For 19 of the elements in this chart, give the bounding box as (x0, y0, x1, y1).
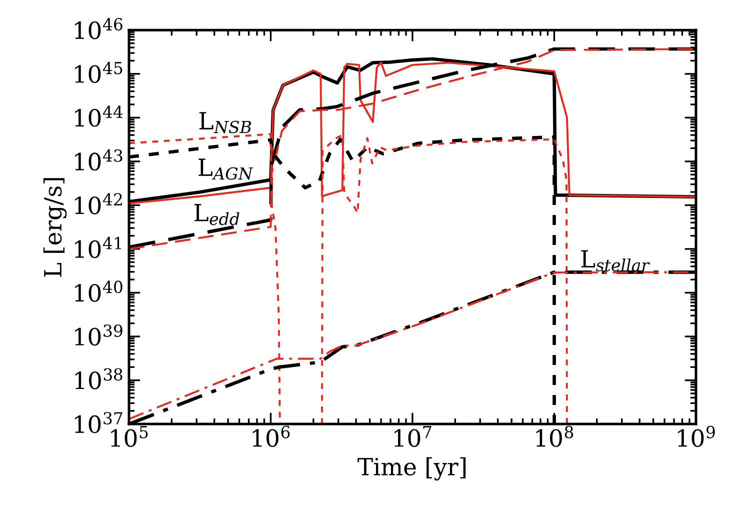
series-label: L$_{edd}$ (194, 204, 240, 226)
y-tick-label: 10$^{41}$ (75, 236, 122, 258)
y-tick-label: 10$^{45}$ (75, 62, 122, 84)
x-tick-label: 10$^{8}$ (536, 426, 574, 447)
series-label: L$_{NSB}$ (199, 112, 251, 134)
y-tick-label: 10$^{40}$ (75, 280, 122, 302)
x-tick-label: 10$^{6}$ (252, 426, 290, 447)
y-tick-label: 10$^{39}$ (75, 324, 122, 346)
y-axis-title: L [erg/s] (43, 178, 67, 277)
y-tick-label: 10$^{42}$ (75, 193, 122, 214)
annotation: L$_{stellar}$ (581, 250, 650, 272)
x-tick-label: 10$^{9}$ (678, 426, 715, 447)
x-axis-title: Time [yr] (358, 457, 466, 480)
x-tick-label: 10$^{7}$ (394, 426, 432, 448)
y-tick-label: 10$^{43}$ (75, 149, 122, 171)
y-tick-label: 10$^{44}$ (75, 106, 123, 127)
y-tick-label: 10$^{38}$ (75, 368, 122, 390)
series-label: L$_{AGN}$ (198, 158, 254, 180)
y-tick-label: 10$^{46}$ (75, 18, 122, 40)
